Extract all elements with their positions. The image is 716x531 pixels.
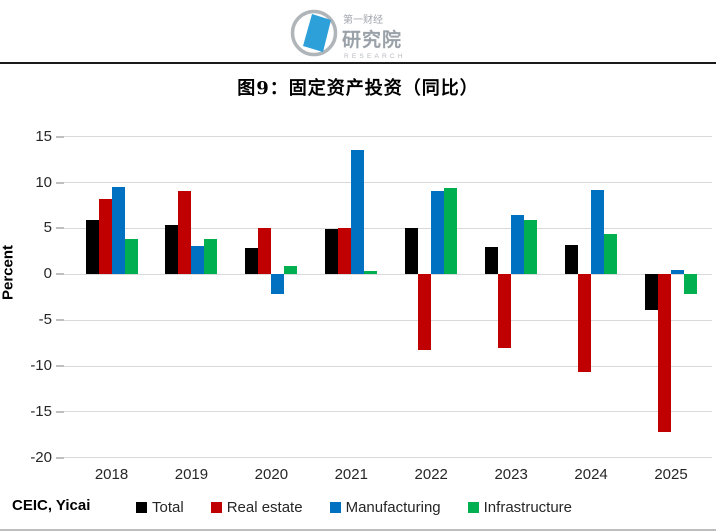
x-tick-label-2022: 2022 xyxy=(414,466,448,483)
gridline--15 xyxy=(64,411,712,413)
bar-real-estate-2022 xyxy=(418,274,432,351)
bar-manufacturing-2024 xyxy=(591,189,605,275)
legend-label: Total xyxy=(152,499,184,516)
y-tick-10 xyxy=(56,181,64,184)
y-tick-label: -15 xyxy=(30,402,52,420)
y-tick-5 xyxy=(56,227,64,230)
yicai-research-logo: 第一财经 研究院 RESEARCH xyxy=(289,5,427,66)
y-tick--5 xyxy=(56,319,64,322)
gridline-10 xyxy=(64,182,712,184)
bar-infrastructure-2021 xyxy=(364,270,378,275)
logo-sub-text: RESEARCH xyxy=(344,53,406,60)
bar-real-estate-2021 xyxy=(338,228,352,275)
legend-item-manufacturing: Manufacturing xyxy=(329,499,441,516)
y-tick-label: -20 xyxy=(30,448,52,466)
source-label: CEIC, Yicai xyxy=(12,497,91,514)
bar-infrastructure-2018 xyxy=(124,239,138,275)
gridline-5 xyxy=(64,227,712,229)
y-tick-0 xyxy=(56,273,64,276)
bar-manufacturing-2025 xyxy=(671,269,684,275)
gridline--20 xyxy=(64,457,712,459)
y-tick-15 xyxy=(56,135,64,138)
bar-real-estate-2020 xyxy=(258,228,272,275)
gridline--5 xyxy=(64,319,712,321)
bar-total-2020 xyxy=(245,247,259,275)
bar-infrastructure-2019 xyxy=(204,239,218,275)
bar-infrastructure-2022 xyxy=(444,188,458,275)
bar-infrastructure-2020 xyxy=(284,266,298,275)
bar-infrastructure-2024 xyxy=(604,233,618,275)
legend-item-real-estate: Real estate xyxy=(210,499,303,516)
legend-swatch-icon xyxy=(329,502,341,513)
y-tick--15 xyxy=(56,410,64,413)
x-tick-label-2023: 2023 xyxy=(494,466,528,483)
logo-main-text: 研究院 xyxy=(342,28,402,51)
y-tick-label: 5 xyxy=(43,219,52,237)
page-bottom-edge xyxy=(0,529,716,531)
x-tick-label-2020: 2020 xyxy=(254,466,289,483)
legend-swatch-icon xyxy=(136,502,147,513)
x-tick-label-2021: 2021 xyxy=(334,466,368,483)
bar-total-2023 xyxy=(485,246,499,275)
x-tick-label-2025: 2025 xyxy=(654,466,688,483)
gridline--10 xyxy=(64,365,712,367)
y-tick--10 xyxy=(56,365,64,368)
bar-real-estate-2019 xyxy=(178,190,192,275)
bar-infrastructure-2023 xyxy=(524,220,538,275)
y-tick-label: 0 xyxy=(43,265,52,283)
legend-item-infrastructure: Infrastructure xyxy=(467,499,573,516)
bar-manufacturing-2021 xyxy=(351,150,365,275)
gridline-15 xyxy=(64,136,712,138)
legend-item-total: Total xyxy=(136,499,184,516)
y-tick-label: 10 xyxy=(35,173,52,191)
x-tick-label-2018: 2018 xyxy=(94,466,129,483)
bar-infrastructure-2025 xyxy=(684,274,697,295)
x-tick-label-2019: 2019 xyxy=(174,466,209,483)
bar-manufacturing-2019 xyxy=(191,245,205,275)
x-tick-label-2024: 2024 xyxy=(574,466,608,483)
legend: Total Real estate Manufacturing Infrastruct… xyxy=(136,499,572,516)
legend-label: Manufacturing xyxy=(345,499,441,516)
chart-title: 图9：固定资产投资（同比） xyxy=(237,78,479,99)
bar-manufacturing-2018 xyxy=(111,187,125,275)
bar-manufacturing-2020 xyxy=(271,274,285,295)
logo-graphic: 第一财经 研究院 RESEARCH xyxy=(290,9,406,60)
bar-real-estate-2018 xyxy=(98,199,112,275)
y-tick--20 xyxy=(56,456,64,459)
bar-real-estate-2025 xyxy=(658,274,671,433)
bar-total-2021 xyxy=(325,229,339,275)
bar-manufacturing-2022 xyxy=(431,190,445,275)
bar-manufacturing-2023 xyxy=(511,214,525,275)
y-tick-label: -10 xyxy=(30,357,52,375)
legend-label: Infrastructure xyxy=(483,499,573,516)
y-tick-label: 15 xyxy=(35,127,52,145)
legend-swatch-icon xyxy=(210,502,222,513)
bar-real-estate-2023 xyxy=(498,274,512,348)
bar-total-2025 xyxy=(645,274,658,311)
bar-real-estate-2024 xyxy=(578,274,592,373)
logo-parallelogram-icon xyxy=(303,14,331,52)
legend-label: Real estate xyxy=(226,499,303,516)
bar-total-2018 xyxy=(85,220,99,275)
gridline-0 xyxy=(64,273,712,275)
bar-total-2024 xyxy=(565,244,579,275)
bar-total-2022 xyxy=(405,227,419,275)
logo-circle-icon xyxy=(290,9,338,57)
y-tick-label: -5 xyxy=(38,311,52,329)
bar-total-2019 xyxy=(165,224,179,275)
legend-swatch-icon xyxy=(467,502,479,513)
logo-top-text: 第一财经 xyxy=(343,13,383,26)
header-divider xyxy=(0,62,716,64)
